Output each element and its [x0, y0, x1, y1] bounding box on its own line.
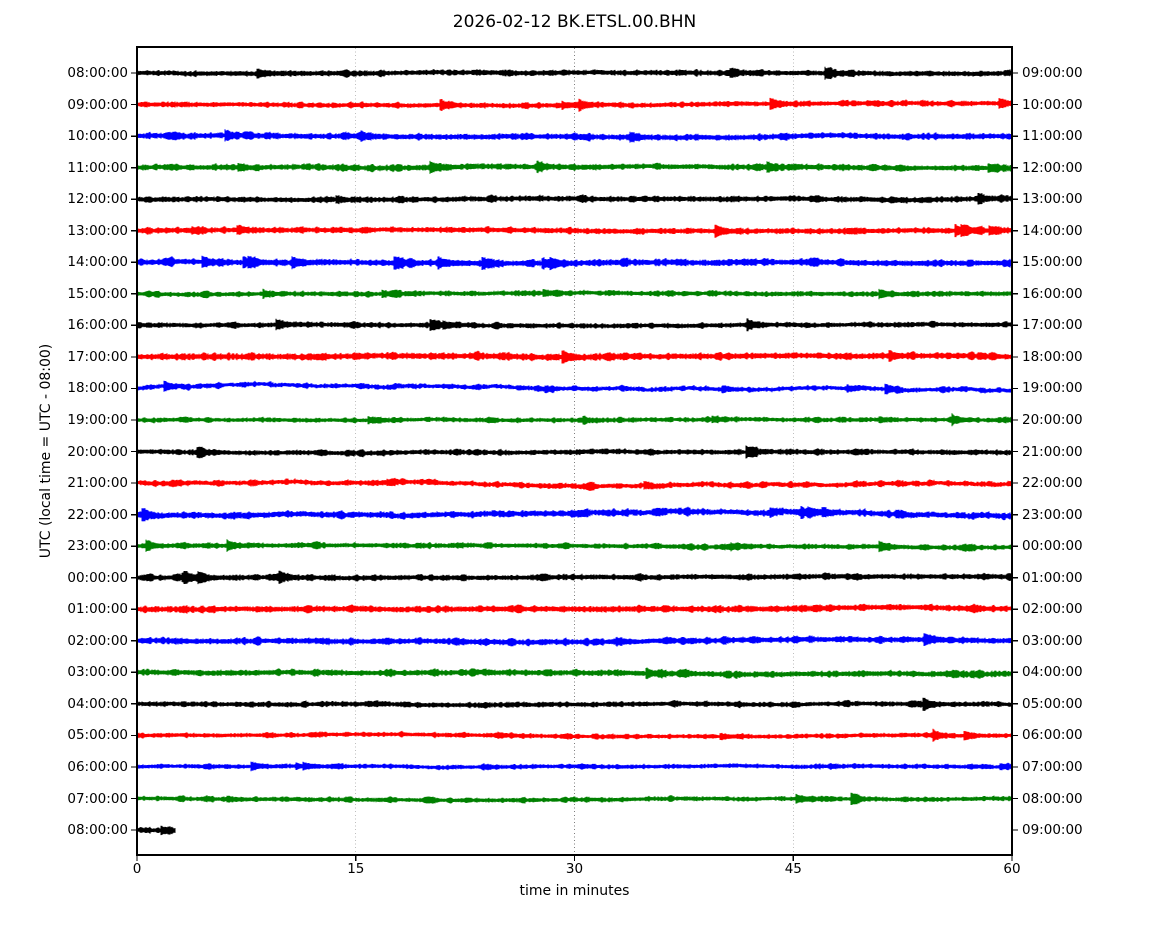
row-start-time-label: 16:00:00 — [67, 317, 128, 334]
trace-row-21:00:00 — [136, 477, 1013, 491]
row-start-time-label: 03:00:00 — [67, 664, 128, 681]
row-start-time-label: 09:00:00 — [67, 96, 128, 113]
row-end-time-label: 07:00:00 — [1022, 758, 1083, 775]
row-end-time-label: 09:00:00 — [1022, 822, 1083, 838]
row-start-time-label: 18:00:00 — [67, 380, 128, 397]
x-tick-label: 60 — [1003, 861, 1021, 877]
trace-row-19:00:00 — [136, 413, 1013, 427]
row-end-time-label: 08:00:00 — [1022, 790, 1083, 807]
row-end-time-label: 12:00:00 — [1022, 159, 1083, 176]
row-end-time-label: 13:00:00 — [1022, 191, 1083, 208]
row-end-time-label: 15:00:00 — [1022, 254, 1083, 271]
x-axis-label: time in minutes — [519, 883, 630, 899]
row-end-time-label: 02:00:00 — [1022, 601, 1083, 618]
row-start-time-label: 23:00:00 — [67, 538, 128, 555]
row-end-time-label: 23:00:00 — [1022, 506, 1083, 523]
row-end-time-label: 04:00:00 — [1022, 664, 1083, 681]
row-end-time-label: 14:00:00 — [1022, 222, 1083, 239]
row-start-time-label: 15:00:00 — [67, 285, 128, 302]
row-start-time-label: 13:00:00 — [67, 222, 128, 239]
row-start-time-label: 10:00:00 — [67, 128, 128, 145]
row-start-time-label: 14:00:00 — [67, 254, 128, 271]
axes-border — [136, 46, 1013, 856]
row-end-time-label: 09:00:00 — [1022, 65, 1083, 81]
row-end-time-label: 19:00:00 — [1022, 380, 1083, 397]
trace-row-08:00:00 — [136, 825, 176, 836]
row-start-time-label: 05:00:00 — [67, 727, 128, 744]
trace-row-07:00:00 — [136, 792, 1013, 805]
row-end-time-label: 05:00:00 — [1022, 695, 1083, 712]
trace-row-06:00:00 — [136, 761, 1013, 772]
trace-row-18:00:00 — [136, 380, 1013, 395]
row-end-time-label: 01:00:00 — [1022, 569, 1083, 586]
row-start-time-label: 17:00:00 — [67, 348, 128, 365]
x-tick-label: 15 — [347, 861, 365, 877]
x-tick-label: 0 — [132, 861, 142, 877]
row-start-time-label: 19:00:00 — [67, 412, 128, 428]
row-start-time-label: 22:00:00 — [67, 506, 128, 523]
x-tick-label: 30 — [565, 861, 584, 877]
row-start-time-label: 21:00:00 — [67, 475, 128, 491]
row-start-time-label: 20:00:00 — [67, 443, 128, 460]
row-start-time-label: 04:00:00 — [67, 695, 128, 712]
row-end-time-label: 21:00:00 — [1022, 443, 1083, 460]
trace-row-20:00:00 — [136, 445, 1013, 459]
row-start-time-label: 08:00:00 — [67, 822, 128, 838]
row-start-time-label: 08:00:00 — [67, 65, 128, 81]
trace-row-11:00:00 — [136, 160, 1013, 174]
axis-ticks — [131, 72, 1018, 861]
row-end-time-label: 18:00:00 — [1022, 348, 1083, 365]
row-end-time-label: 03:00:00 — [1022, 632, 1083, 649]
trace-row-03:00:00 — [136, 667, 1013, 680]
row-end-time-label: 16:00:00 — [1022, 285, 1083, 302]
trace-row-01:00:00 — [136, 603, 1013, 614]
row-start-time-label: 06:00:00 — [67, 758, 128, 775]
trace-row-00:00:00 — [136, 570, 1013, 585]
x-tick-label: 45 — [784, 861, 802, 877]
row-end-time-label: 06:00:00 — [1022, 727, 1083, 744]
row-end-time-label: 00:00:00 — [1022, 538, 1083, 555]
row-start-time-label: 01:00:00 — [67, 601, 128, 618]
trace-row-22:00:00 — [136, 506, 1013, 522]
row-start-time-label: 12:00:00 — [67, 191, 128, 208]
row-end-time-label: 11:00:00 — [1022, 128, 1083, 145]
trace-row-08:00:00 — [136, 66, 1013, 80]
row-end-time-label: 17:00:00 — [1022, 317, 1083, 334]
row-start-time-label: 02:00:00 — [67, 632, 128, 649]
trace-row-12:00:00 — [136, 193, 1013, 205]
row-start-time-label: 07:00:00 — [67, 790, 128, 807]
trace-row-15:00:00 — [136, 288, 1013, 300]
chart-title: 2026-02-12 BK.ETSL.00.BHN — [452, 12, 697, 32]
row-end-time-label: 10:00:00 — [1022, 96, 1083, 113]
row-start-time-label: 11:00:00 — [67, 159, 128, 176]
row-start-time-label: 00:00:00 — [67, 569, 128, 586]
row-end-time-label: 22:00:00 — [1022, 475, 1083, 491]
row-end-time-label: 20:00:00 — [1022, 412, 1083, 428]
